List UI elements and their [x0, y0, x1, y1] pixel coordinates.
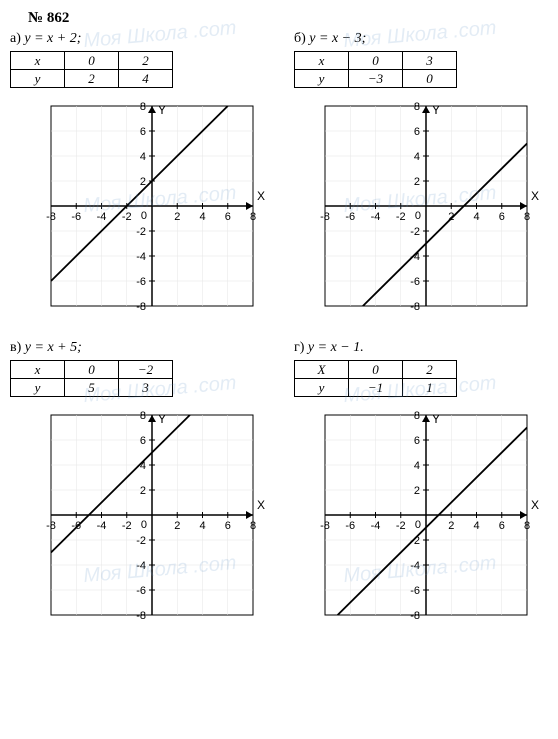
svg-text:8: 8: [250, 211, 256, 223]
svg-text:X: X: [257, 189, 265, 203]
svg-text:4: 4: [199, 211, 205, 223]
svg-text:-2: -2: [410, 226, 420, 238]
svg-text:8: 8: [140, 410, 146, 422]
svg-text:4: 4: [473, 211, 479, 223]
svg-text:0: 0: [415, 519, 421, 531]
svg-text:X: X: [257, 498, 265, 512]
svg-text:4: 4: [140, 151, 146, 163]
svg-text:-4: -4: [136, 560, 146, 572]
chart-a: -8 -6 -4 -2 2 4 6 8 -8 -6 -4 -2 2 4 6 8 0 X Y: [17, 96, 267, 326]
chart-b: -8-6-4-22468-8-6-4-224680XY: [291, 96, 541, 326]
svg-text:0: 0: [415, 210, 421, 222]
svg-text:-6: -6: [345, 520, 355, 532]
svg-text:-8: -8: [46, 520, 56, 532]
svg-text:8: 8: [140, 101, 146, 113]
svg-text:-4: -4: [371, 211, 381, 223]
svg-text:2: 2: [140, 176, 146, 188]
svg-text:8: 8: [524, 520, 530, 532]
table-b: x03 y−30: [294, 51, 457, 88]
svg-text:2: 2: [174, 211, 180, 223]
svg-text:8: 8: [414, 410, 420, 422]
svg-text:-6: -6: [136, 276, 146, 288]
svg-text:-6: -6: [410, 585, 420, 597]
svg-text:4: 4: [414, 460, 420, 472]
svg-text:-6: -6: [410, 276, 420, 288]
equation-g: г) y = x − 1.: [294, 340, 548, 356]
problem-number: № 862: [28, 10, 548, 27]
svg-text:8: 8: [414, 101, 420, 113]
table-v: x0−2 y53: [10, 360, 173, 397]
svg-text:6: 6: [499, 211, 505, 223]
svg-text:-8: -8: [320, 211, 330, 223]
svg-text:-8: -8: [320, 520, 330, 532]
svg-text:2: 2: [414, 485, 420, 497]
svg-text:-8: -8: [136, 301, 146, 313]
svg-text:0: 0: [141, 519, 147, 531]
svg-text:6: 6: [225, 211, 231, 223]
svg-text:-2: -2: [122, 520, 132, 532]
svg-text:8: 8: [250, 520, 256, 532]
svg-text:2: 2: [448, 520, 454, 532]
equation-v: в) y = x + 5;: [10, 340, 264, 356]
svg-text:0: 0: [141, 210, 147, 222]
svg-text:-8: -8: [136, 610, 146, 622]
equation-b: б) y = x − 3;: [294, 31, 548, 47]
svg-text:-4: -4: [97, 211, 107, 223]
svg-text:4: 4: [199, 520, 205, 532]
equation-a: а) y = x + 2;: [10, 31, 264, 47]
svg-text:4: 4: [414, 151, 420, 163]
svg-text:-4: -4: [136, 251, 146, 263]
table-g: X02 y−11: [294, 360, 457, 397]
chart-g: -8-6-4-22468-8-6-4-224680XY: [291, 405, 541, 635]
svg-text:6: 6: [140, 435, 146, 447]
svg-text:4: 4: [473, 520, 479, 532]
svg-text:-4: -4: [410, 560, 420, 572]
svg-text:2: 2: [414, 176, 420, 188]
svg-text:Y: Y: [432, 412, 440, 426]
svg-text:8: 8: [524, 211, 530, 223]
svg-text:Y: Y: [432, 103, 440, 117]
svg-text:-8: -8: [410, 610, 420, 622]
svg-text:6: 6: [414, 435, 420, 447]
svg-text:6: 6: [140, 126, 146, 138]
svg-text:Y: Y: [158, 103, 166, 117]
svg-text:-4: -4: [97, 520, 107, 532]
svg-text:-8: -8: [46, 211, 56, 223]
svg-text:X: X: [531, 498, 539, 512]
svg-text:-4: -4: [371, 520, 381, 532]
svg-text:-2: -2: [122, 211, 132, 223]
svg-text:6: 6: [414, 126, 420, 138]
chart-v: -8-6-4-22468-8-6-4-224680XY: [17, 405, 267, 635]
svg-text:X: X: [531, 189, 539, 203]
svg-text:6: 6: [225, 520, 231, 532]
svg-text:-6: -6: [136, 585, 146, 597]
svg-text:2: 2: [174, 520, 180, 532]
svg-text:-2: -2: [396, 520, 406, 532]
table-a: x02 y24: [10, 51, 173, 88]
svg-text:-6: -6: [345, 211, 355, 223]
svg-text:6: 6: [499, 520, 505, 532]
svg-text:-2: -2: [136, 226, 146, 238]
svg-text:-2: -2: [396, 211, 406, 223]
svg-text:-2: -2: [136, 535, 146, 547]
svg-text:Y: Y: [158, 412, 166, 426]
svg-text:-8: -8: [410, 301, 420, 313]
svg-text:2: 2: [140, 485, 146, 497]
svg-text:-6: -6: [71, 211, 81, 223]
